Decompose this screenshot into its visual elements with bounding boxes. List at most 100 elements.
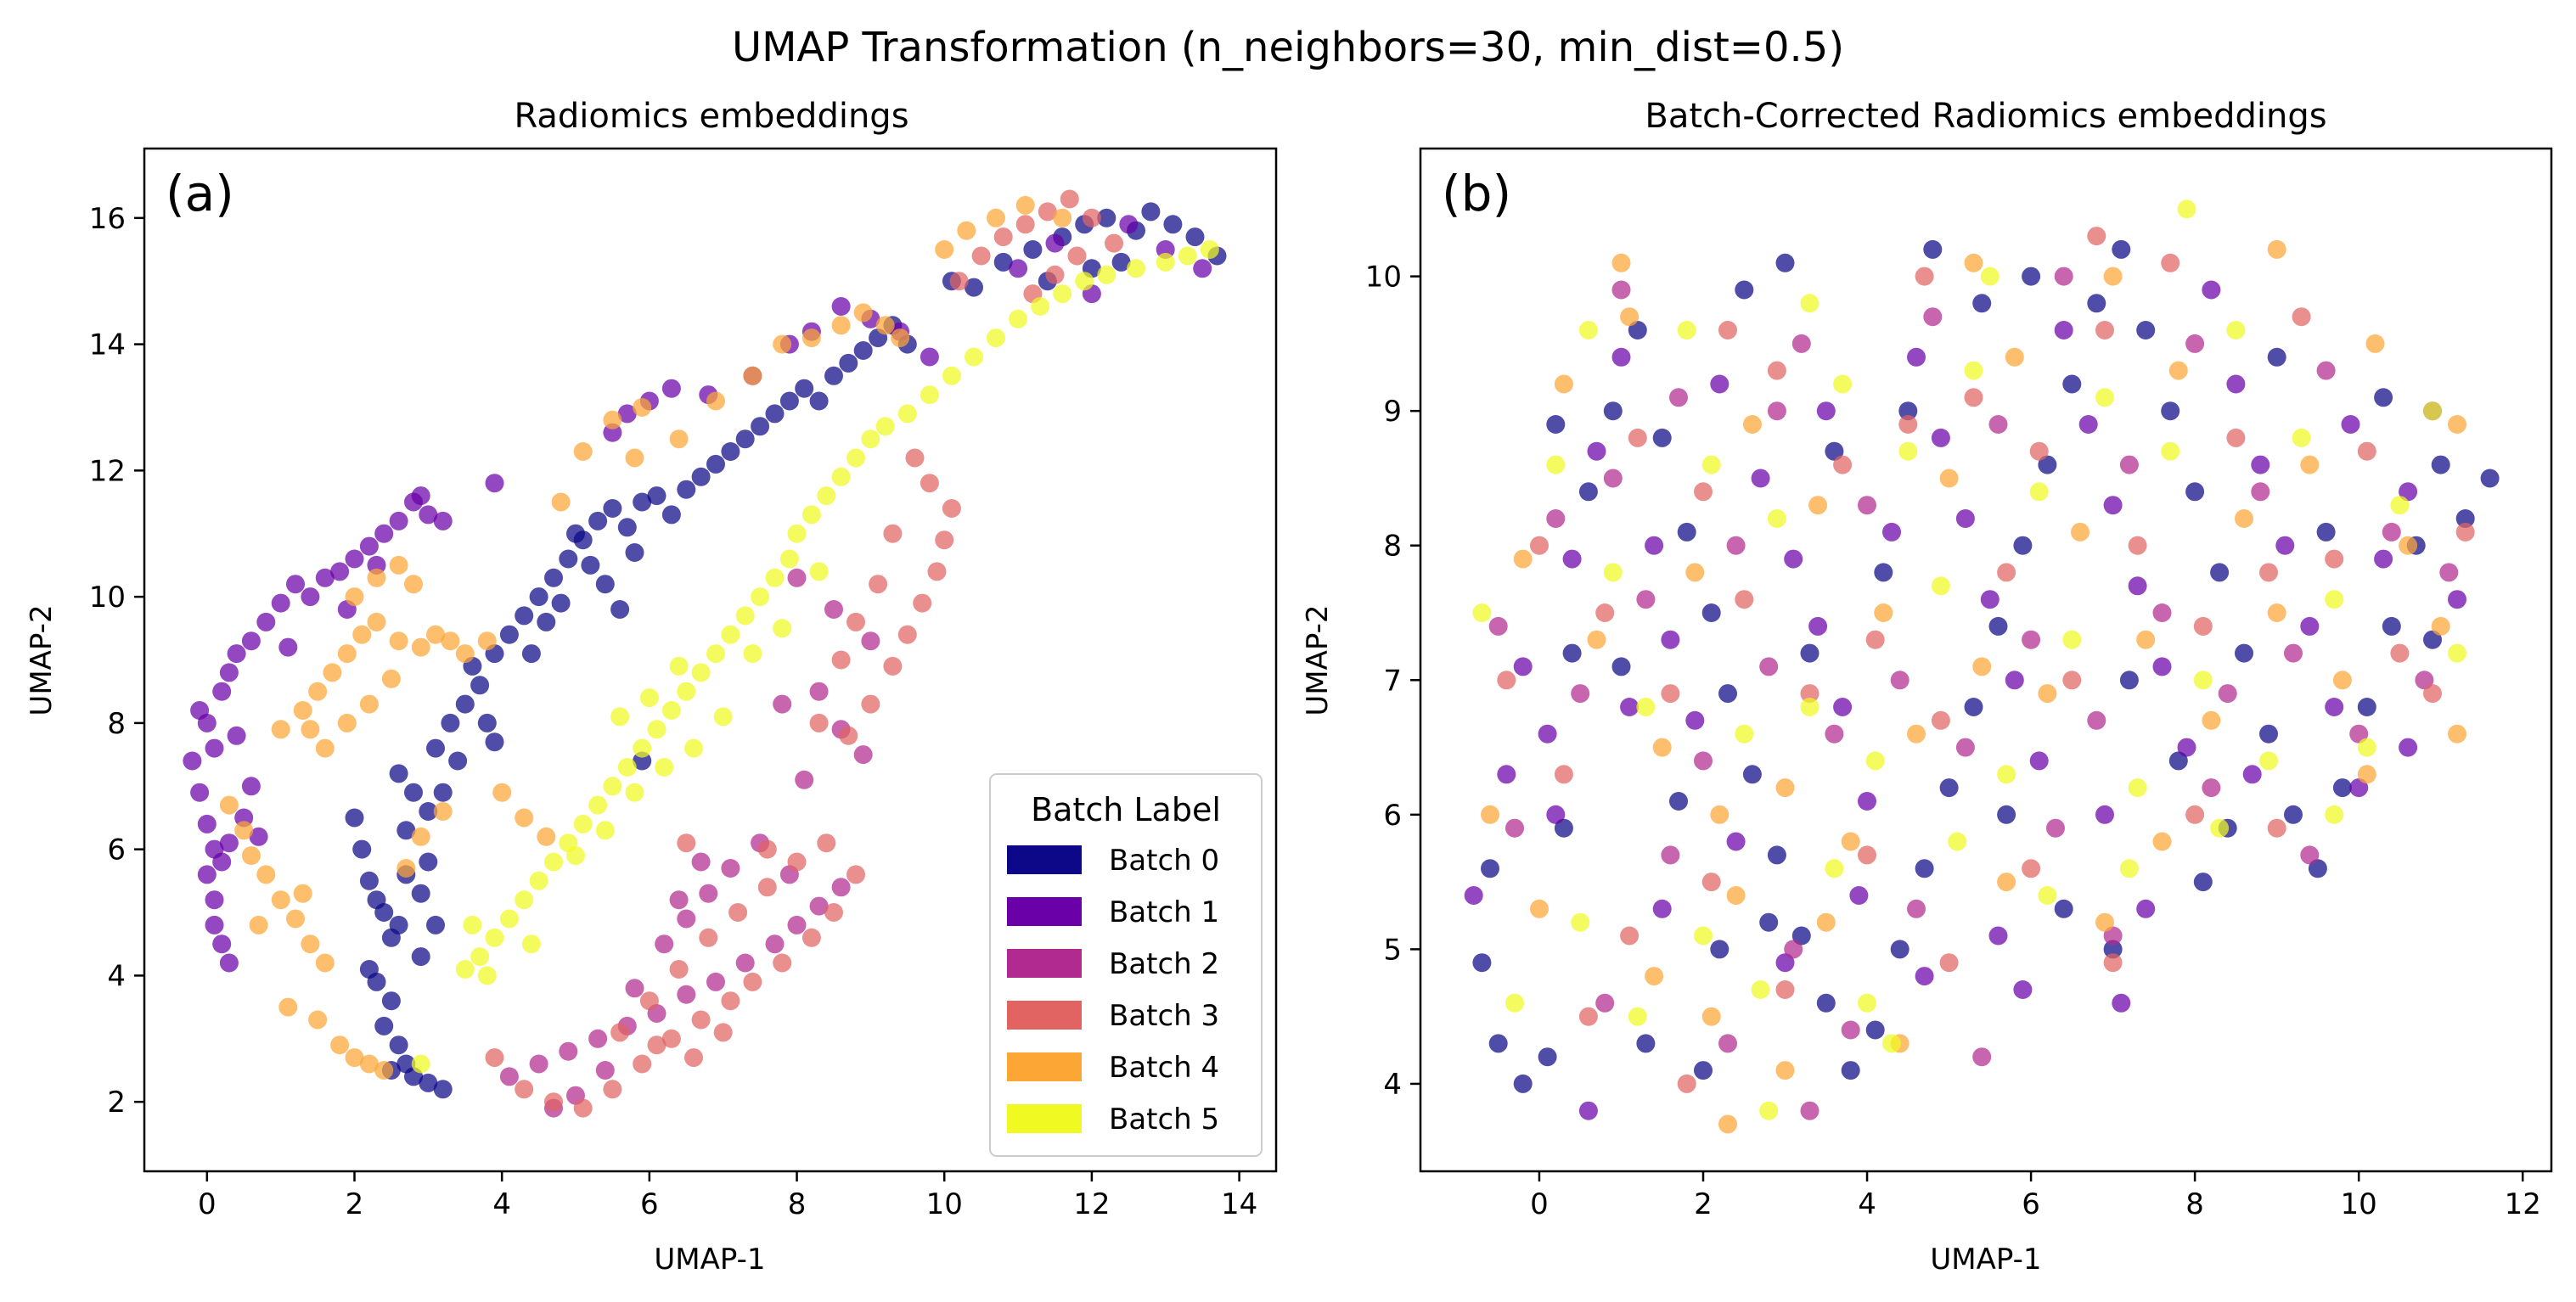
- scatter-point-b-b0-26: [2038, 455, 2057, 474]
- scatter-point-b-b2-21: [2152, 603, 2172, 622]
- scatter-point-b-b4-6: [1685, 563, 1705, 582]
- scatter-point-b-b5-45: [1858, 993, 1876, 1013]
- scatter-point-b-b3-35: [2022, 859, 2041, 878]
- scatter-point-a-b4-52: [831, 316, 851, 335]
- scatter-point-a-b5-30: [897, 404, 917, 424]
- scatter-point-a-b2-0: [499, 1067, 519, 1086]
- scatter-point-b-b2-37: [1972, 1047, 1992, 1067]
- scatter-point-a-b3-36: [869, 575, 888, 594]
- scatter-point-a-b3-48: [1045, 265, 1065, 284]
- scatter-point-b-b0-30: [2136, 321, 2156, 340]
- scatter-point-a-b0-47: [735, 429, 755, 449]
- scatter-point-b-b1-16: [1882, 522, 1901, 542]
- scatter-point-b-b0-44: [2480, 469, 2500, 488]
- scatter-point-b-b0-60: [2374, 388, 2393, 407]
- panel-a-points: [183, 189, 1227, 1118]
- scatter-point-a-b0-40: [633, 492, 652, 512]
- scatter-point-a-b1-4: [219, 663, 239, 682]
- scatter-point-a-b0-75: [993, 252, 1013, 272]
- scatter-point-b-b0-32: [2185, 482, 2205, 502]
- scatter-point-b-b2-34: [1784, 940, 1803, 959]
- scatter-point-a-b4-57: [957, 221, 976, 240]
- scatter-point-a-b1-26: [205, 915, 224, 934]
- scatter-point-b-b1-44: [1849, 886, 1869, 905]
- scatter-point-b-b0-20: [1890, 940, 1910, 959]
- scatter-point-a-b5-54: [809, 562, 829, 581]
- scatter-point-b-b3-7: [1735, 590, 1754, 609]
- scatter-point-b-b1-17: [1907, 347, 1926, 367]
- scatter-point-b-b3-34: [1939, 953, 1959, 973]
- scatter-point-a-b5-43: [1200, 240, 1219, 259]
- scatter-point-a-b4-33: [404, 575, 423, 594]
- scatter-point-b-b5-7: [1701, 455, 1721, 474]
- scatter-point-a-b0-10: [374, 1016, 394, 1035]
- scatter-point-b-b5-39: [2119, 859, 2139, 878]
- scatter-point-a-b3-35: [883, 524, 903, 543]
- scatter-point-a-b4-7: [315, 953, 335, 973]
- scatter-point-a-b1-6: [241, 631, 261, 651]
- scatter-point-b-b4-5: [1652, 738, 1672, 757]
- scatter-point-a-b0-65: [537, 612, 556, 631]
- scatter-point-b-b4-45: [1718, 1114, 1737, 1134]
- scatter-point-a-b4-29: [301, 720, 320, 739]
- scatter-point-b-b2-11: [1825, 724, 1844, 744]
- scatter-point-a-b5-29: [875, 417, 895, 436]
- scatter-point-a-b5-19: [735, 606, 755, 626]
- scatter-point-a-b5-53: [773, 619, 792, 638]
- scatter-point-a-b4-9: [308, 1010, 328, 1030]
- scatter-point-a-b0-85: [1111, 252, 1131, 272]
- scatter-point-a-b5-8: [573, 814, 593, 833]
- scatter-point-a-b5-38: [1075, 272, 1094, 291]
- scatter-point-b-b1-36: [2374, 549, 2393, 569]
- y-tick-label-a-2: 6: [107, 833, 126, 867]
- scatter-point-b-b4-39: [2448, 724, 2466, 744]
- scatter-point-b-b4-31: [1645, 967, 1664, 986]
- scatter-point-b-b2-36: [1907, 899, 1926, 918]
- scatter-point-a-b0-38: [603, 499, 622, 518]
- scatter-point-b-b1-18: [1931, 428, 1950, 447]
- scatter-point-b-b3-41: [1915, 267, 1934, 286]
- scatter-point-a-b1-12: [330, 562, 350, 581]
- scatter-point-b-b3-40: [1718, 321, 1737, 340]
- scatter-point-a-b4-58: [987, 208, 1005, 227]
- scatter-point-a-b1-21: [190, 783, 210, 802]
- scatter-point-b-b1-20: [1980, 590, 1999, 609]
- scatter-point-b-b4-20: [2136, 630, 2156, 649]
- scatter-point-b-b0-33: [2210, 563, 2230, 582]
- scatter-point-a-b4-11: [345, 1048, 364, 1068]
- scatter-point-a-b0-49: [765, 404, 785, 424]
- scatter-point-b-b4-22: [2202, 710, 2221, 730]
- scatter-point-a-b5-33: [965, 347, 983, 367]
- scatter-point-b-b3-15: [1997, 563, 2016, 582]
- scatter-point-a-b3-32: [942, 499, 961, 518]
- scatter-point-b-b3-18: [2095, 321, 2114, 340]
- scatter-point-a-b1-19: [433, 511, 453, 530]
- scatter-point-b-b5-15: [1964, 361, 1983, 380]
- scatter-point-a-b3-4: [603, 1080, 622, 1099]
- scatter-point-b-b0-13: [1718, 684, 1737, 704]
- scatter-point-b-b0-62: [1636, 1034, 1656, 1053]
- scatter-point-b-b2-15: [1955, 738, 1975, 757]
- scatter-point-a-b0-4: [374, 903, 394, 922]
- scatter-point-b-b2-40: [2202, 778, 2221, 798]
- scatter-point-a-b0-82: [1163, 215, 1183, 234]
- x-tick-label-a-5: 10: [926, 1187, 963, 1221]
- scatter-point-b-b1-42: [1726, 832, 1746, 851]
- y-tick-label-b-0: 4: [1383, 1068, 1402, 1102]
- panel-a-xlabel: UMAP-1: [654, 1243, 765, 1277]
- scatter-point-a-b4-23: [426, 625, 445, 644]
- scatter-point-b-b1-11: [1751, 469, 1770, 488]
- scatter-point-b-b1-7: [1645, 536, 1664, 555]
- scatter-point-b-b5-0: [1472, 603, 1492, 622]
- scatter-point-a-b3-10: [773, 953, 792, 973]
- scatter-point-b-b2-19: [2087, 710, 2106, 730]
- scatter-point-b-b5-18: [2062, 630, 2082, 649]
- scatter-point-a-b2-3: [588, 1029, 608, 1048]
- scatter-point-b-b5-38: [2038, 886, 2057, 905]
- panel-b-axes-frame: [1419, 147, 2553, 1173]
- scatter-point-b-b0-43: [2455, 509, 2475, 528]
- scatter-point-b-b5-25: [2292, 428, 2311, 447]
- scatter-point-a-b5-31: [920, 385, 939, 405]
- scatter-point-b-b3-26: [2357, 441, 2376, 461]
- scatter-point-a-b5-55: [463, 915, 482, 934]
